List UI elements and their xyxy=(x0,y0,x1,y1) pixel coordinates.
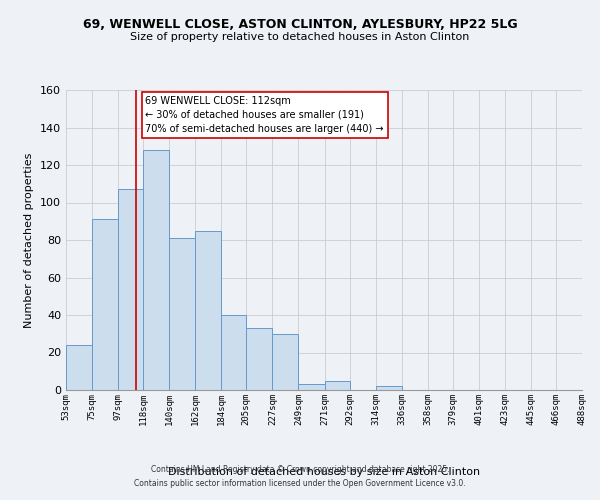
Bar xyxy=(169,238,195,390)
Bar xyxy=(143,150,169,390)
Bar xyxy=(247,328,272,390)
Bar xyxy=(195,230,221,390)
Bar xyxy=(376,386,401,390)
Bar xyxy=(298,384,325,390)
Text: 69 WENWELL CLOSE: 112sqm
← 30% of detached houses are smaller (191)
70% of semi-: 69 WENWELL CLOSE: 112sqm ← 30% of detach… xyxy=(145,96,384,134)
Bar xyxy=(66,345,92,390)
Text: Contains HM Land Registry data © Crown copyright and database right 2025.
Contai: Contains HM Land Registry data © Crown c… xyxy=(134,466,466,487)
Text: Size of property relative to detached houses in Aston Clinton: Size of property relative to detached ho… xyxy=(130,32,470,42)
Text: 69, WENWELL CLOSE, ASTON CLINTON, AYLESBURY, HP22 5LG: 69, WENWELL CLOSE, ASTON CLINTON, AYLESB… xyxy=(83,18,517,30)
X-axis label: Distribution of detached houses by size in Aston Clinton: Distribution of detached houses by size … xyxy=(168,466,480,476)
Bar xyxy=(272,334,298,390)
Bar xyxy=(325,380,350,390)
Y-axis label: Number of detached properties: Number of detached properties xyxy=(25,152,34,328)
Bar xyxy=(221,315,247,390)
Bar xyxy=(92,220,118,390)
Bar xyxy=(118,190,143,390)
